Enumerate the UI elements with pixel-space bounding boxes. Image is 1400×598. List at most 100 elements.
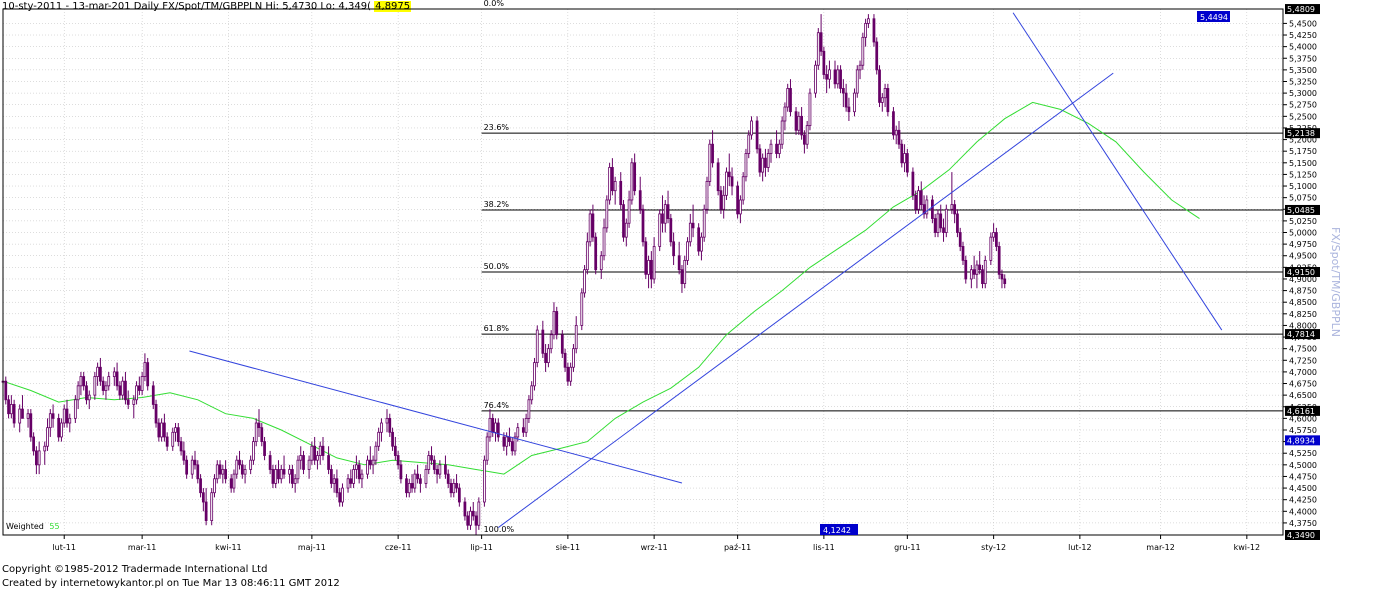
candle-body (917, 190, 920, 210)
candle-body (841, 88, 845, 94)
candle-body (677, 255, 681, 271)
candle-body (157, 422, 161, 438)
moving-average (2, 101, 1200, 475)
candle-body (995, 232, 998, 247)
candle-body (630, 162, 634, 201)
candle-body (619, 180, 623, 206)
candle-body (855, 69, 859, 94)
candle-body (254, 422, 258, 443)
y-tick-label: 4,4750 (1289, 472, 1317, 481)
candle-body (137, 385, 141, 391)
candle-body (224, 469, 227, 480)
candle-body (252, 441, 255, 461)
candle-body (310, 445, 314, 461)
y-tick-label: 4,5250 (1289, 449, 1317, 458)
candle-body (176, 427, 180, 443)
candle-body (997, 246, 1001, 275)
candle-body (953, 204, 957, 215)
candlestick-chart: 0.0% 23.6% 38.2% 50.0% 61.8% 76.4% 100.0% 5,45… (1, 0, 1342, 552)
candle-body (29, 413, 33, 438)
bottom-tag-bg (820, 524, 858, 535)
x-tick-label: wrz-11 (641, 543, 668, 552)
fib-label: 50.0% (484, 262, 510, 271)
candle-body (107, 376, 111, 387)
x-tick-label: mar-12 (1146, 543, 1175, 552)
y-tick-label: 5,4250 (1289, 31, 1317, 40)
y-tick-label: 4,5750 (1289, 426, 1317, 435)
candle-body (496, 422, 500, 438)
fib-label: 61.8% (484, 324, 510, 333)
candle-body (931, 199, 934, 219)
candle-body (82, 376, 86, 387)
candle-body (99, 366, 102, 382)
candle-body (922, 204, 926, 215)
candle-body (777, 143, 781, 154)
y-tick-label: 4,6000 (1289, 414, 1317, 423)
candle-body (769, 143, 773, 154)
candle-body (135, 385, 138, 401)
candle-body (391, 431, 394, 447)
candle-body (179, 441, 183, 452)
candle-body (215, 464, 219, 480)
candle-body (182, 450, 186, 461)
candle-body (914, 194, 918, 210)
candle-body (491, 417, 495, 433)
candle-body (800, 115, 803, 136)
candle-body (697, 227, 701, 252)
fib-price-tag-bg (1285, 204, 1320, 215)
candle-body (992, 232, 995, 238)
candle-body (329, 469, 333, 484)
candle-body (277, 469, 280, 480)
candle-body (485, 436, 489, 461)
candle-body (321, 445, 325, 456)
candle-body (978, 264, 982, 271)
y-tick-label: 4,9500 (1289, 252, 1317, 261)
candle-body (1003, 278, 1007, 285)
candle-body (663, 204, 667, 224)
candle-body (62, 408, 66, 424)
candle-body (332, 478, 336, 484)
candle-body (521, 427, 525, 433)
axes: 5,4500 5,4250 5,4000 5,3750 5,3500 5,3250 5,30… (2, 8, 1317, 552)
date-range: 10-sty-2011 - 13-mar-201 (2, 1, 131, 12)
candle-body (235, 459, 239, 475)
candle-body (238, 459, 241, 466)
candle-body (368, 459, 372, 466)
candle-body (989, 236, 993, 261)
candle-body (611, 167, 614, 192)
candle-body (755, 120, 759, 150)
candle-body (7, 399, 10, 415)
candle-body (588, 213, 592, 243)
candle-body (263, 441, 266, 456)
candle-body (377, 431, 381, 447)
candle-body (221, 469, 225, 475)
candle-body (274, 469, 278, 484)
candle-body (474, 515, 478, 526)
candle-body (858, 64, 862, 71)
candle-body (85, 385, 88, 401)
y-tick-label: 4,8500 (1289, 298, 1317, 307)
candle-body (79, 376, 83, 387)
candle-body (432, 459, 436, 470)
candle-body (585, 241, 589, 271)
fib-price-tag: 4,6161 (1287, 407, 1315, 416)
candle-body (549, 334, 553, 350)
candle-body (196, 464, 200, 480)
candle-body (112, 371, 116, 377)
current-price-tag-bg (1285, 435, 1320, 446)
fib-price-tag: 4,9150 (1287, 268, 1315, 277)
candle-body (201, 492, 205, 503)
candle-body (346, 478, 350, 489)
candle-body (867, 18, 870, 24)
candle-body (727, 171, 731, 178)
y-tick-label: 4,8750 (1289, 287, 1317, 296)
ma-line (2, 101, 1200, 475)
candle-body (405, 478, 408, 494)
candle-body (975, 264, 979, 275)
candle-body (327, 455, 330, 470)
candle-body (427, 455, 431, 470)
candle-body (766, 153, 770, 168)
candle-body (875, 41, 879, 71)
candle-body (730, 176, 734, 187)
price-tags: 5,4809 5,2138 5,0485 4,9150 4,7814 4,6161 4,34… (820, 4, 1320, 540)
